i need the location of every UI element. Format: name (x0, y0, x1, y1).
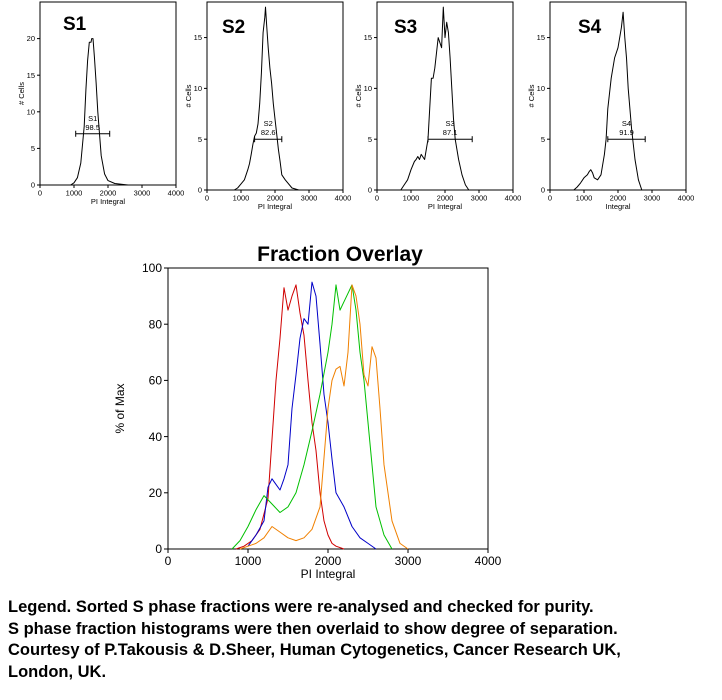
series-line-1 (233, 6, 299, 191)
x-tick-label: 4000 (475, 554, 502, 568)
y-tick-label: 10 (364, 84, 372, 93)
gate-name: S1 (88, 114, 97, 123)
x-tick-label: 3000 (301, 194, 318, 203)
gate-value: 87.1 (443, 128, 458, 137)
x-axis-label: PI Integral (91, 197, 126, 206)
series-line-3 (231, 284, 393, 550)
series-line-1 (235, 284, 345, 550)
y-tick-label: 10 (537, 84, 545, 93)
y-tick-label: 0 (198, 186, 202, 195)
plot-frame (549, 1, 687, 191)
figure-legend: Legend. Sorted S phase fractions were re… (8, 597, 718, 683)
gate-name: S2 (264, 119, 273, 128)
chart-title: S2 (222, 17, 245, 38)
chart-title: S1 (63, 14, 87, 35)
x-tick-label: 3000 (134, 189, 151, 198)
y-tick-label: 80 (149, 317, 163, 331)
y-tick-label: 10 (27, 107, 35, 116)
gate-value: 82.6 (261, 128, 276, 137)
y-tick-label: 15 (194, 33, 202, 42)
y-tick-label: 15 (27, 71, 35, 80)
x-tick-label: 2000 (437, 194, 454, 203)
x-axis-label: PI Integral (258, 202, 293, 211)
x-tick-label: 0 (165, 554, 172, 568)
chart-3: S3 0 1000 2000 3000 4000 0 5 10 15 PI Integral # Ce… (354, 1, 522, 211)
chart-5: Fraction Overlay 0 1000 2000 3000 4000 0 20 40 60… (113, 243, 502, 581)
chart-1: S1 0 1000 2000 3000 4000 0 5 10 15 20 PI Integral # … (17, 1, 185, 206)
y-axis-label: % of Max (113, 383, 127, 433)
y-tick-label: 5 (31, 144, 35, 153)
x-tick-label: 0 (548, 194, 552, 203)
gate-name: S4 (622, 119, 631, 128)
x-tick-label: 2000 (100, 189, 117, 198)
x-tick-label: 3000 (395, 554, 422, 568)
chart-title: Fraction Overlay (257, 243, 423, 266)
y-axis-label: # Cells (184, 84, 193, 107)
gate-name: S3 (446, 119, 455, 128)
chart-4: S4 0 1000 2000 3000 4000 0 5 10 15 Integral # Cells… (527, 1, 695, 211)
x-tick-label: 1000 (233, 194, 250, 203)
legend-line-1: Legend. Sorted S phase fractions were re… (8, 598, 594, 616)
plot-frame (39, 1, 177, 186)
y-tick-label: 15 (364, 33, 372, 42)
x-tick-label: 2000 (267, 194, 284, 203)
series-line-1 (400, 6, 470, 191)
x-tick-label: 4000 (335, 194, 352, 203)
series-line-4 (239, 284, 409, 550)
x-tick-label: 4000 (505, 194, 522, 203)
y-tick-label: 20 (149, 486, 163, 500)
chart-2: S2 0 1000 2000 3000 4000 0 5 10 15 PI Integral # Ce… (184, 1, 352, 211)
x-axis-label: PI Integral (301, 567, 356, 581)
x-tick-label: 2000 (315, 554, 342, 568)
y-axis-label: # Cells (527, 84, 536, 107)
y-axis-label: # Cells (354, 84, 363, 107)
y-tick-label: 20 (27, 34, 35, 43)
y-tick-label: 5 (198, 135, 202, 144)
y-tick-label: 0 (368, 186, 372, 195)
legend-line-4: London, UK. (8, 662, 107, 681)
chart-title: S4 (578, 17, 602, 38)
legend-line-3: Courtesy of P.Takousis & D.Sheer, Human … (8, 641, 621, 659)
y-tick-label: 0 (541, 186, 545, 195)
gate-value: 98.5 (85, 123, 100, 132)
x-axis-label: PI Integral (428, 202, 463, 211)
x-tick-label: 4000 (168, 189, 185, 198)
x-tick-label: 1000 (66, 189, 83, 198)
y-tick-label: 100 (142, 261, 162, 275)
chart-title: S3 (394, 17, 417, 38)
x-tick-label: 3000 (471, 194, 488, 203)
x-tick-label: 0 (205, 194, 209, 203)
y-tick-label: 40 (149, 430, 163, 444)
x-tick-label: 1000 (403, 194, 420, 203)
y-tick-label: 5 (541, 135, 545, 144)
x-tick-label: 0 (375, 194, 379, 203)
series-line-1 (70, 38, 129, 186)
series-line-1 (573, 11, 643, 191)
x-axis-label: Integral (605, 202, 630, 211)
x-tick-label: 2000 (610, 194, 627, 203)
y-tick-label: 0 (155, 542, 162, 556)
series-line-2 (247, 281, 377, 550)
y-tick-label: 10 (194, 84, 202, 93)
gate-value: 91.9 (619, 128, 634, 137)
y-tick-label: 60 (149, 374, 163, 388)
x-tick-label: 0 (38, 189, 42, 198)
x-tick-label: 1000 (235, 554, 262, 568)
x-tick-label: 3000 (644, 194, 661, 203)
y-tick-label: 15 (537, 33, 545, 42)
x-tick-label: 4000 (678, 194, 695, 203)
legend-line-2: S phase fraction histograms were then ov… (8, 619, 618, 638)
y-tick-label: 5 (368, 135, 372, 144)
x-tick-label: 1000 (576, 194, 593, 203)
y-tick-label: 0 (31, 181, 35, 190)
y-axis-label: # Cells (17, 82, 26, 105)
